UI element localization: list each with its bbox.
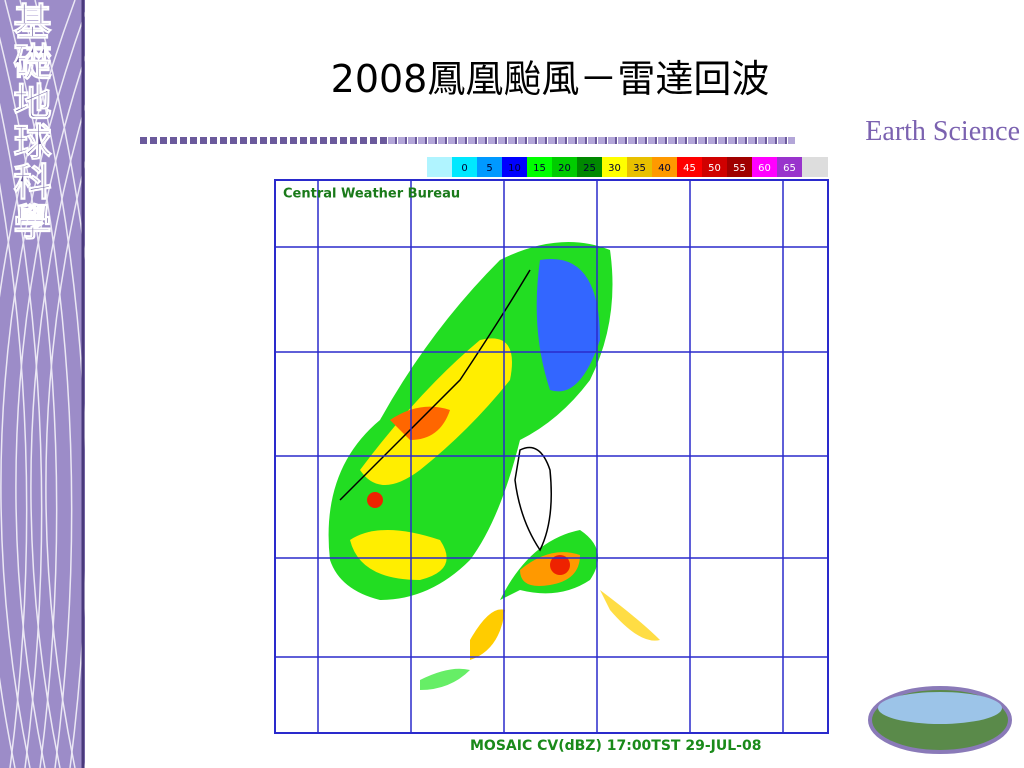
divider-light bbox=[388, 137, 795, 144]
sidebar: 基礎地球科學 bbox=[0, 0, 85, 768]
legend-label: 25 bbox=[583, 163, 596, 174]
legend-label: 35 bbox=[633, 163, 646, 174]
legend-swatch bbox=[427, 157, 452, 177]
brand: Earth Science bbox=[865, 116, 1020, 147]
legend-label: 65 bbox=[783, 163, 796, 174]
legend-swatch bbox=[777, 157, 802, 177]
echo bbox=[328, 242, 660, 690]
legend-swatch bbox=[627, 157, 652, 177]
legend-swatch bbox=[577, 157, 602, 177]
legend-label: 50 bbox=[708, 163, 721, 174]
legend-swatch bbox=[527, 157, 552, 177]
legend-label: 45 bbox=[683, 163, 696, 174]
legend-label: 60 bbox=[758, 163, 771, 174]
legend-swatch bbox=[702, 157, 727, 177]
radar-grid bbox=[275, 180, 828, 733]
radar-source: Central Weather Bureau bbox=[283, 187, 460, 202]
legend-swatch bbox=[677, 157, 702, 177]
legend-label: 15 bbox=[533, 163, 546, 174]
legend: 0 5 10 15 20 25 30 35 40 45 50 55 60 65 bbox=[452, 157, 802, 177]
legend-swatch bbox=[477, 157, 502, 177]
legend-label: 40 bbox=[658, 163, 671, 174]
radar-caption: MOSAIC CV(dBZ) 17:00TST 29-JUL-08 bbox=[470, 738, 761, 754]
legend-label: 10 bbox=[508, 163, 521, 174]
legend-swatch bbox=[452, 157, 477, 177]
legend-swatch bbox=[802, 157, 828, 177]
legend-swatch bbox=[727, 157, 752, 177]
legend-swatch bbox=[552, 157, 577, 177]
legend-swatch bbox=[652, 157, 677, 177]
legend-label: 30 bbox=[608, 163, 621, 174]
logo-sky bbox=[878, 692, 1002, 724]
legend-swatch bbox=[752, 157, 777, 177]
sidebar-pattern bbox=[0, 0, 85, 768]
slide-title: 2008鳳凰颱風－雷達回波 bbox=[330, 57, 770, 101]
legend-swatch bbox=[502, 157, 527, 177]
legend-swatch bbox=[602, 157, 627, 177]
legend-label: 0 bbox=[461, 163, 467, 174]
legend-label: 55 bbox=[733, 163, 746, 174]
legend-label: 5 bbox=[486, 163, 492, 174]
sidebar-title: 基礎地球科學 bbox=[7, 2, 53, 243]
legend-label: 20 bbox=[558, 163, 571, 174]
